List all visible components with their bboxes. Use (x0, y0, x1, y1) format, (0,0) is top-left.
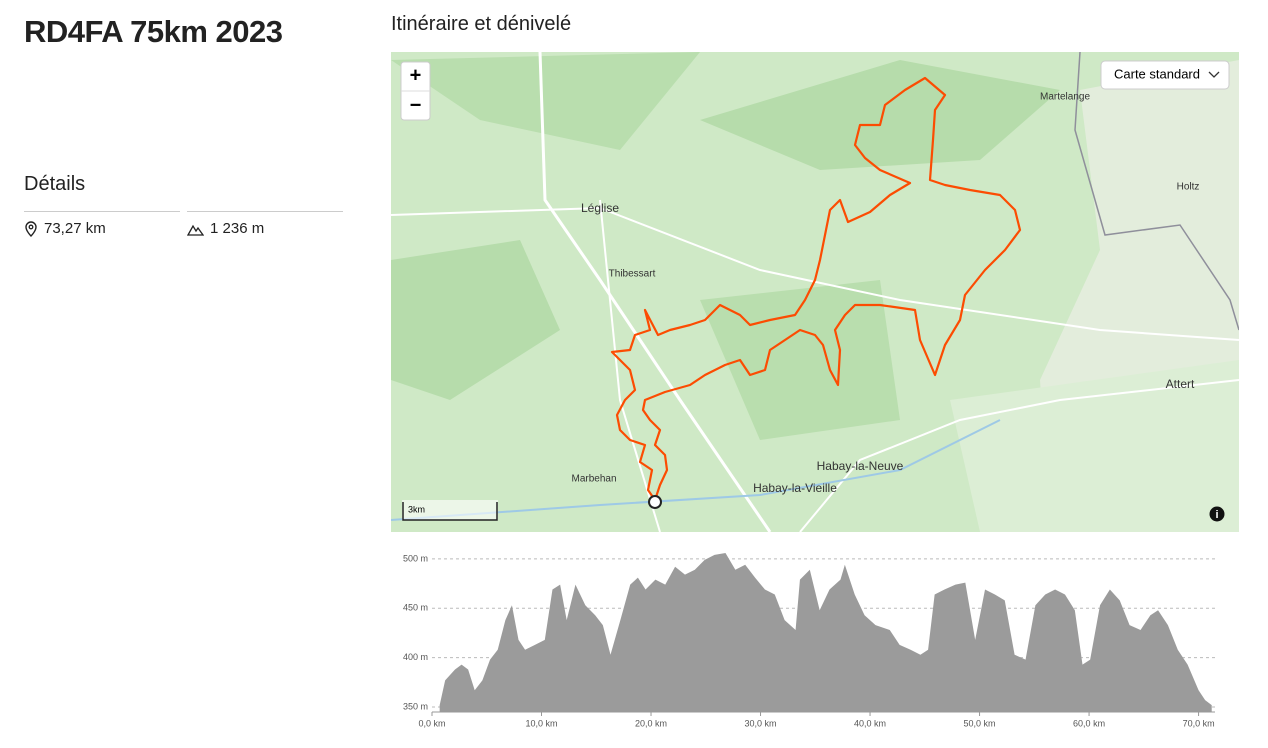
divider (24, 211, 180, 212)
info-icon: i (1215, 509, 1218, 521)
place-label: Habay-la-Vieille (753, 481, 837, 495)
y-tick-label: 450 m (403, 603, 428, 613)
scale-label: 3km (408, 504, 425, 514)
elevation-chart: 350 m 400 m 450 m 500 m 0,0 km 10,0 km 20,0 km… (403, 552, 1215, 728)
place-label: Marbehan (571, 474, 616, 485)
distance: 73,27 km (44, 220, 106, 237)
elevation-gain: 1 236 m (210, 220, 265, 237)
divider (187, 211, 343, 212)
place-labels: Léglise Thibessart Marbehan Habay-la-Neu… (571, 92, 1199, 496)
zoom-out[interactable]: − (410, 94, 422, 116)
route (610, 76, 1022, 501)
map-features: Léglise Thibessart Marbehan Habay-la-Neu… (391, 52, 1239, 532)
x-tick-label: 30,0 km (745, 718, 777, 728)
section-title: Itinéraire et dénivelé (391, 13, 572, 35)
layer-select[interactable] (1100, 60, 1230, 90)
x-tick-label: 0,0 km (418, 718, 445, 728)
details-title: Détails (24, 173, 86, 195)
chevron (1208, 71, 1220, 78)
place-label: Attert (1166, 377, 1195, 391)
x-tick-label: 60,0 km (1073, 718, 1105, 728)
x-tick-label: 70,0 km (1183, 718, 1215, 728)
y-tick-label: 500 m (403, 553, 428, 563)
finish-marker (648, 495, 662, 509)
pin-icon (25, 220, 37, 237)
layer-select-label[interactable]: Carte standard (1114, 66, 1200, 81)
scale-bar (402, 502, 498, 521)
place-label: Habay-la-Neuve (817, 459, 904, 473)
elevation-stat: 1 236 m (187, 220, 264, 237)
info-button[interactable] (1209, 506, 1225, 522)
x-tick-label: 50,0 km (964, 718, 996, 728)
mountain-icon (187, 224, 204, 236)
route-title: RD4FA 75km 2023 (24, 14, 283, 49)
zoom-in[interactable]: + (410, 64, 422, 86)
distance-stat: 73,27 km (24, 220, 106, 237)
place-label: Holtz (1177, 182, 1200, 193)
elevation-area (439, 552, 1212, 712)
x-tick-label: 10,0 km (526, 718, 558, 728)
map[interactable]: Léglise Thibessart Marbehan Habay-la-Neu… (391, 52, 1239, 532)
y-tick-label: 400 m (403, 652, 428, 662)
y-tick-label: 350 m (403, 701, 428, 711)
x-tick-label: 40,0 km (854, 718, 886, 728)
place-label: Léglise (581, 201, 619, 215)
place-label: Martelange (1040, 92, 1090, 103)
scale-box (402, 500, 498, 520)
place-label: Thibessart (609, 269, 656, 280)
x-tick-label: 20,0 km (635, 718, 667, 728)
